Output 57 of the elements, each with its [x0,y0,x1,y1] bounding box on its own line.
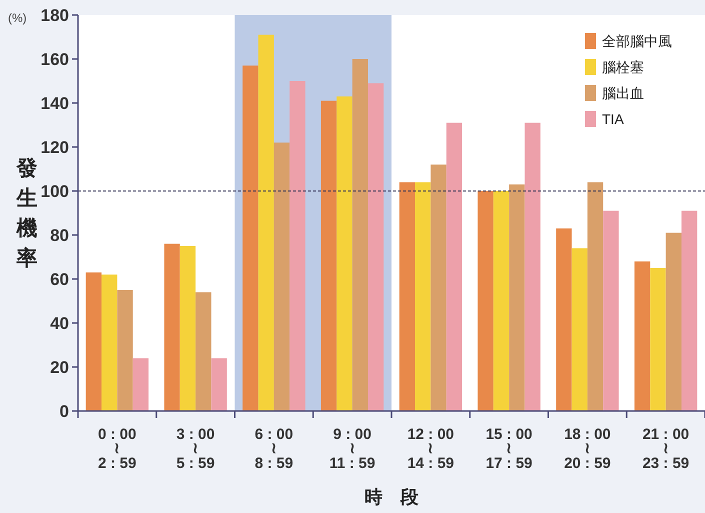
legend-label: 腦出血 [602,85,644,101]
bar [180,246,196,411]
bar [666,232,682,411]
bar [86,272,102,411]
legend-label: TIA [602,111,624,127]
x-axis-title: 時 段 [364,487,420,507]
bar [572,248,588,411]
y-tick-label: 60 [50,270,69,289]
bar [290,81,306,411]
bar [603,210,619,411]
bar [274,142,290,411]
y-tick-label: 20 [50,358,69,377]
x-tick-label: 12 : 00 ≀ 14 : 59 [407,426,454,472]
x-tick-label: 0 : 00 ≀ 2 : 59 [98,426,136,472]
x-tick-label: 18 : 00 ≀ 20 : 59 [564,426,611,472]
legend-label: 腦栓塞 [602,59,644,75]
bar [587,182,604,411]
bar [211,358,227,411]
bar [415,182,431,411]
bar [430,164,446,411]
bar [132,358,149,411]
bar [556,228,572,411]
y-tick-label: 100 [40,182,69,201]
bar [102,274,118,411]
x-tick-label: 3 : 00 ≀ 5 : 59 [176,426,215,472]
bar [399,182,416,411]
bar [242,66,258,411]
bar [650,268,666,411]
bar [634,261,650,411]
x-tick-label: 21 : 00 ≀ 23 : 59 [642,426,690,472]
x-tick-label: 6 : 00 ≀ 8 : 59 [254,426,294,472]
text: (%) [8,11,27,25]
y-tick-label: 160 [40,50,69,69]
x-tick-label: 15 : 00 ≀ 17 : 59 [486,426,532,472]
bar [117,290,133,411]
y-tick-label: 180 [40,6,69,25]
y-tick-label: 0 [60,402,69,421]
y-axis-title: 發生機率 [16,157,38,270]
legend-label: 全部腦中風 [602,33,672,49]
y-tick-label: 40 [50,314,69,333]
bar [196,292,212,411]
bar [524,122,540,411]
bar [352,59,368,411]
y-tick-label: 80 [50,226,69,245]
bar [258,34,274,411]
bar [320,100,337,411]
x-tick-label: 9 : 00 ≀ 11 : 59 [329,426,376,472]
bar [336,96,352,411]
y-tick-label: 140 [40,94,69,113]
bar [493,191,510,411]
bar [681,210,698,411]
bar [478,191,494,411]
bar [368,83,384,411]
bar [164,244,180,411]
bar [446,122,462,411]
y-tick-label: 120 [40,138,69,157]
bar [509,184,525,411]
